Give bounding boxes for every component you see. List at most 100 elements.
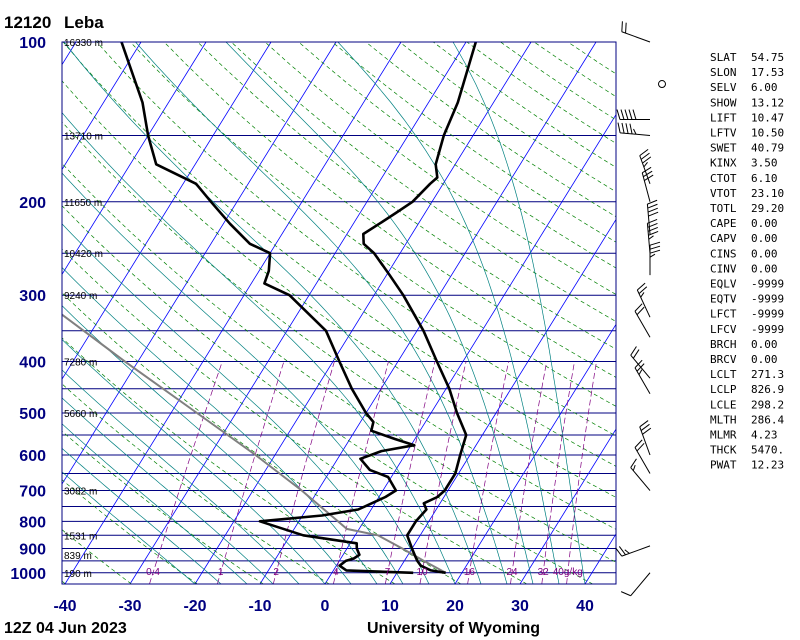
barb-feather: [640, 292, 645, 298]
wind-barb: [639, 420, 652, 456]
isotherm-line: [0, 42, 11, 584]
barb-staff: [639, 426, 651, 456]
index-name: VTOT: [710, 187, 737, 200]
barb-feather: [628, 109, 633, 120]
wind-barb: [621, 21, 651, 43]
pressure-tick-label: 600: [19, 448, 46, 465]
height-label: 190 m: [64, 569, 92, 580]
mixing-ratio-line: [272, 361, 335, 584]
isotherm-line: [62, 42, 77, 66]
index-name: LFCV: [710, 323, 737, 336]
index-value: -9999: [751, 293, 784, 306]
barb-feather: [624, 109, 629, 120]
moist-adiabat-line: [62, 369, 300, 584]
index-name: SWET: [710, 142, 737, 155]
index-value: 3.50: [751, 157, 778, 170]
moist-adiabats: [62, 42, 586, 584]
mixing-ratio-label: 0.4: [146, 567, 160, 578]
wind-barb: [615, 545, 651, 557]
moist-adiabat-line: [62, 172, 430, 584]
mixing-ratio-line: [384, 361, 436, 584]
barb-staff: [636, 289, 651, 318]
height-labels: 16330 m 13710 m 11650 m 10420 m 9240 m 7280 m…: [64, 38, 103, 580]
mixing-ratio-line: [510, 361, 548, 584]
barb-staff: [620, 132, 651, 136]
mixing-ratio-label: 7: [385, 567, 391, 578]
barb-feather: [636, 442, 645, 452]
index-name: LIFT: [710, 111, 737, 124]
isotherm-line: [259, 42, 597, 584]
pressure-tick-label: 400: [19, 355, 46, 372]
barb-feather: [644, 174, 654, 181]
barb-feather: [640, 423, 650, 431]
height-label: 5660 m: [64, 409, 97, 420]
dry-adiabat-line: [130, 42, 616, 407]
index-value: 826.9: [751, 383, 784, 396]
barb-feather: [647, 199, 658, 205]
index-name: EQLV: [710, 278, 737, 291]
parcel-line: [62, 313, 447, 574]
plot-area: [0, 42, 616, 584]
mixing-ratio-label: 2: [273, 567, 279, 578]
index-value: 0.00: [751, 262, 778, 275]
wind-barb: [634, 439, 651, 474]
moist-adiabat-line: [225, 42, 534, 584]
mixing-ratio-line: [541, 361, 575, 584]
barb-feather: [647, 207, 658, 213]
index-value: 4.23: [751, 429, 778, 442]
index-value: 13.12: [751, 96, 784, 109]
barb-feather: [632, 464, 636, 471]
barb-staff: [634, 311, 651, 338]
barb-feather: [620, 591, 631, 597]
barb-staff: [641, 172, 651, 202]
wind-barb: [649, 241, 661, 276]
barb-feather: [649, 245, 661, 250]
index-name: SELV: [710, 81, 737, 94]
barb-staff: [621, 545, 651, 557]
barb-feather: [639, 148, 649, 157]
pressure-tick-label: 900: [19, 541, 46, 558]
index-value: 0.00: [751, 353, 778, 366]
wind-barb: [630, 346, 651, 379]
index-name: SHOW: [710, 96, 737, 109]
barb-feather: [639, 420, 649, 428]
index-value: 10.47: [751, 111, 784, 124]
barb-feather: [648, 230, 659, 236]
moist-adiabat-line: [62, 266, 378, 584]
index-name: CTOT: [710, 172, 737, 185]
moist-adiabat-line: [63, 42, 482, 584]
time-label: 12Z 04 Jun 2023: [4, 620, 127, 637]
height-label: 3082 m: [64, 487, 97, 498]
isotherm-line: [454, 323, 616, 584]
dry-adiabat-line: [62, 430, 264, 584]
dry-adiabat-line: [231, 42, 616, 322]
index-value: 23.10: [751, 187, 784, 200]
moist-adiabat-line: [452, 42, 586, 584]
dry-adiabat-line: [432, 42, 616, 168]
height-label: 1531 m: [64, 531, 97, 542]
barb-feather: [624, 549, 630, 554]
index-value: 286.4: [751, 413, 784, 426]
barb-feather: [643, 170, 653, 178]
mixing-ratio-label: 40g/kg: [553, 567, 583, 578]
temperature-tick-label: -30: [118, 598, 141, 615]
index-value: 0.00: [751, 247, 778, 260]
barb-feather: [643, 162, 648, 168]
dry-adiabat-line: [62, 80, 616, 498]
moist-adiabat-line: [135, 42, 508, 584]
index-name: SLAT: [710, 51, 737, 64]
barb-staff: [646, 204, 651, 235]
index-value: 6.00: [751, 81, 778, 94]
index-name: SLON: [710, 66, 737, 79]
moist-adiabat-line: [62, 305, 352, 584]
dry-adiabat-line: [62, 248, 528, 584]
barb-feather: [636, 306, 645, 316]
barb-feather: [625, 123, 629, 134]
isotherms: [0, 42, 616, 584]
index-value: 5470.: [751, 444, 784, 457]
index-value: 29.20: [751, 202, 784, 215]
mixing-ratio-label: 4: [333, 567, 339, 578]
barb-feather: [648, 211, 659, 217]
parcel-path: [62, 313, 447, 574]
barb-feather: [638, 369, 643, 375]
